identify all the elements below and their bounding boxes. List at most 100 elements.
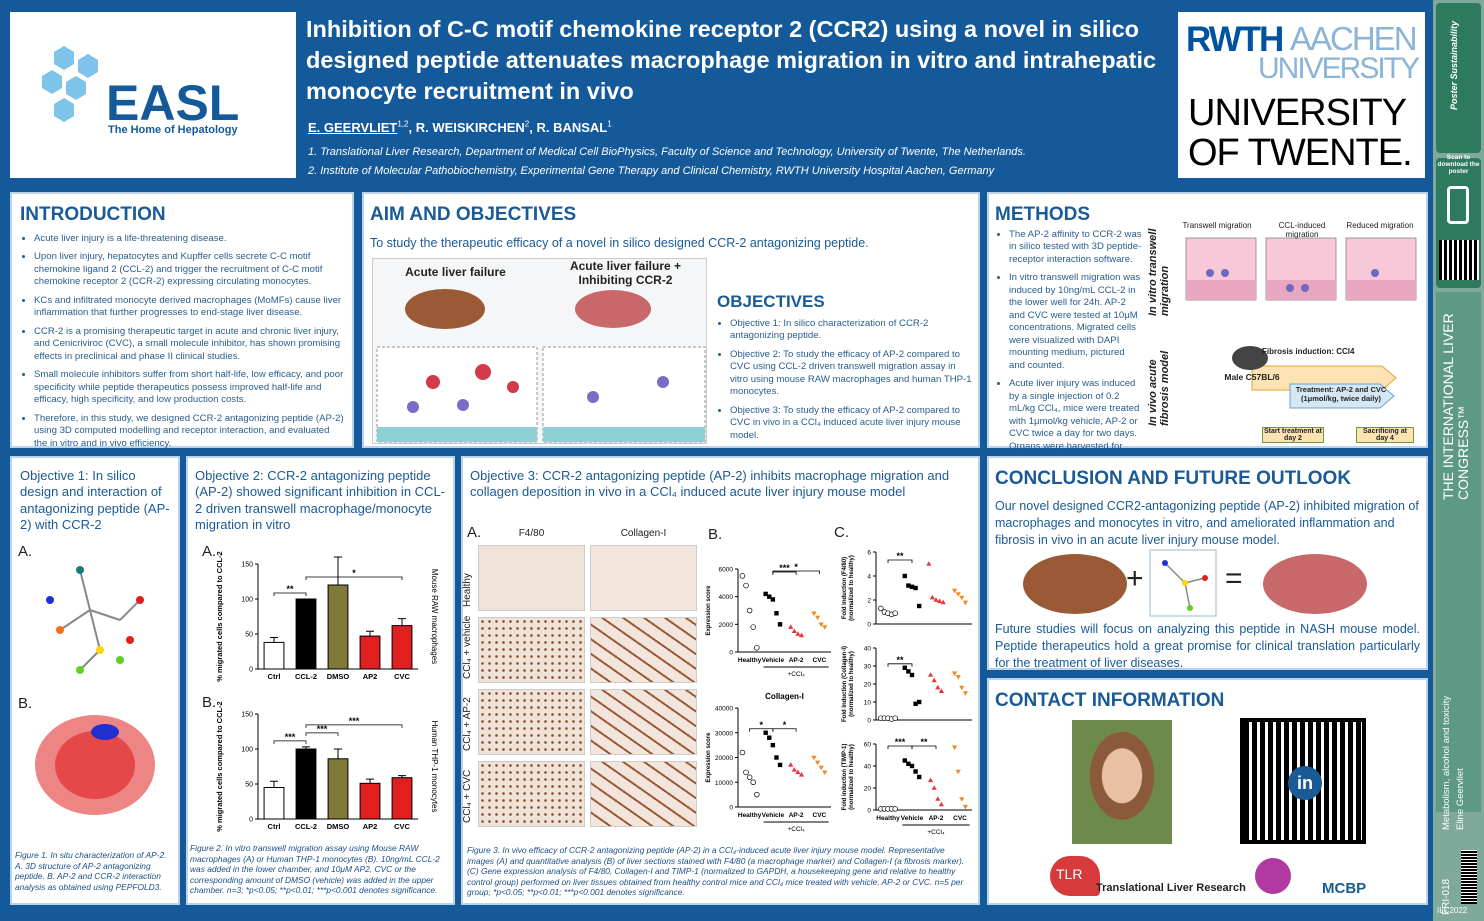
bar (391, 625, 413, 670)
point (798, 632, 805, 638)
fig-label: Acute liver failure (405, 265, 506, 279)
panel-letter: B. (18, 695, 33, 712)
point (955, 769, 961, 775)
point (931, 785, 937, 790)
error-bar (398, 618, 406, 626)
error-bar (366, 630, 374, 637)
point (938, 801, 944, 807)
well-label: Transwell migration (1182, 221, 1252, 230)
bar (263, 641, 285, 670)
point (795, 631, 801, 636)
bullet: Objective 1: In silico characterization … (730, 318, 974, 343)
bar (263, 787, 285, 820)
y-tick-label: 6 (867, 550, 871, 557)
point (767, 735, 772, 740)
author: E. GEERVLIET1,2, (308, 120, 416, 136)
bullet: Upon liver injury, hepatocytes and Kupff… (34, 251, 345, 288)
sacrifice-label: Sacrificing at day 4 (1356, 427, 1414, 443)
phone-icon (1447, 186, 1469, 224)
aachen: AACHEN (1290, 20, 1418, 57)
point (902, 758, 907, 763)
point (788, 624, 794, 629)
point (909, 763, 915, 769)
chart-fig3b-col: 0 10000 20000 30000 40000 Expression score Col… (706, 692, 831, 833)
point (917, 774, 922, 780)
author-name: R. WEISKIRCHEN (415, 120, 525, 136)
bar (391, 777, 413, 820)
sig-bracket (305, 724, 403, 728)
point (959, 797, 965, 802)
panel-letter: A. (18, 543, 33, 560)
error-bar (270, 637, 278, 643)
y-tick-label: 50 (245, 632, 253, 639)
point (933, 597, 939, 602)
badge-box (1436, 3, 1481, 153)
sidebar: Poster Sustainability Scan to download t… (1433, 0, 1484, 921)
group-label: +CCl₄ (787, 671, 805, 678)
point (892, 715, 898, 721)
point (926, 561, 932, 566)
point (822, 625, 828, 630)
sig-bracket (305, 732, 339, 736)
sig-bracket (887, 663, 913, 667)
error-bar (270, 780, 278, 788)
author-sup: 1 (607, 120, 612, 129)
y-tick-label: 60 (864, 742, 872, 749)
chart-title: Collagen-I (765, 692, 804, 701)
panel-letter: B. (202, 694, 217, 711)
affiliation: 2. Institute of Molecular Pathobiochemis… (308, 164, 995, 177)
badge: Poster Sustainability (1449, 20, 1459, 110)
bullet: Acute liver injury was induced by a sing… (1009, 378, 1143, 465)
point (814, 615, 821, 621)
intro-title: INTRODUCTION (20, 204, 166, 225)
sig-bracket (772, 571, 797, 575)
point (962, 691, 968, 696)
point (754, 791, 760, 798)
point (774, 755, 779, 760)
point (777, 762, 783, 768)
y-tick-label: 20000 (715, 755, 733, 762)
sig-label: ** (896, 551, 904, 561)
intro-panel (10, 192, 354, 448)
bar (359, 782, 381, 820)
easl-logo-box: EASL The Home of Hepatology (10, 12, 296, 178)
sig-label: * (759, 720, 763, 730)
point (935, 796, 941, 801)
bar (295, 598, 317, 670)
y-axis-label: % migrated cells compared to CCL-2 (215, 701, 224, 831)
y-tick-label: 4000 (719, 594, 734, 601)
y-tick-label: 6000 (719, 567, 734, 574)
micrograph (478, 545, 585, 611)
point (962, 804, 968, 810)
point (750, 624, 756, 630)
sig-bracket (273, 592, 307, 596)
y-tick-label: 150 (241, 562, 253, 569)
point (906, 669, 911, 674)
mcbp-text: MCBP (1322, 880, 1367, 897)
university-logos: RWTH AACHEN UNIVERSITY UNIVERSITY OF TWE… (1178, 12, 1425, 178)
easl-hexagons (42, 46, 98, 122)
x-tick-label: Healthy (738, 657, 762, 664)
point (909, 672, 915, 678)
conclusion-figure (1023, 549, 1367, 617)
error-bar (398, 775, 406, 778)
bullet: The AP-2 affinity to CCR-2 was in silico… (1009, 229, 1143, 266)
fig1-caption: Figure 1. In situ characterization of AP… (15, 850, 167, 892)
well-label: CCL-induced migration (1278, 221, 1326, 239)
point (814, 760, 821, 766)
point (913, 701, 918, 706)
affiliations: 1. Translational Liver Research, Departm… (308, 143, 1026, 180)
point (892, 806, 898, 812)
methods-list: The AP-2 affinity to CCR-2 was in silico… (995, 229, 1143, 471)
bar (327, 584, 349, 670)
obj2-panel (186, 456, 455, 905)
bullet: Objective 2: To study the efficacy of AP… (730, 349, 974, 399)
y-tick-label: 40 (864, 764, 872, 771)
author-sup: 2 (524, 120, 530, 129)
congress: THE INTERNATIONAL LIVER CONGRESS™ (1440, 313, 1472, 500)
x-tick-label: Vehicle (762, 812, 785, 819)
author: R. BANSAL1 (536, 120, 611, 135)
point (902, 573, 907, 579)
sig-label: ** (896, 655, 904, 665)
point (892, 610, 898, 616)
